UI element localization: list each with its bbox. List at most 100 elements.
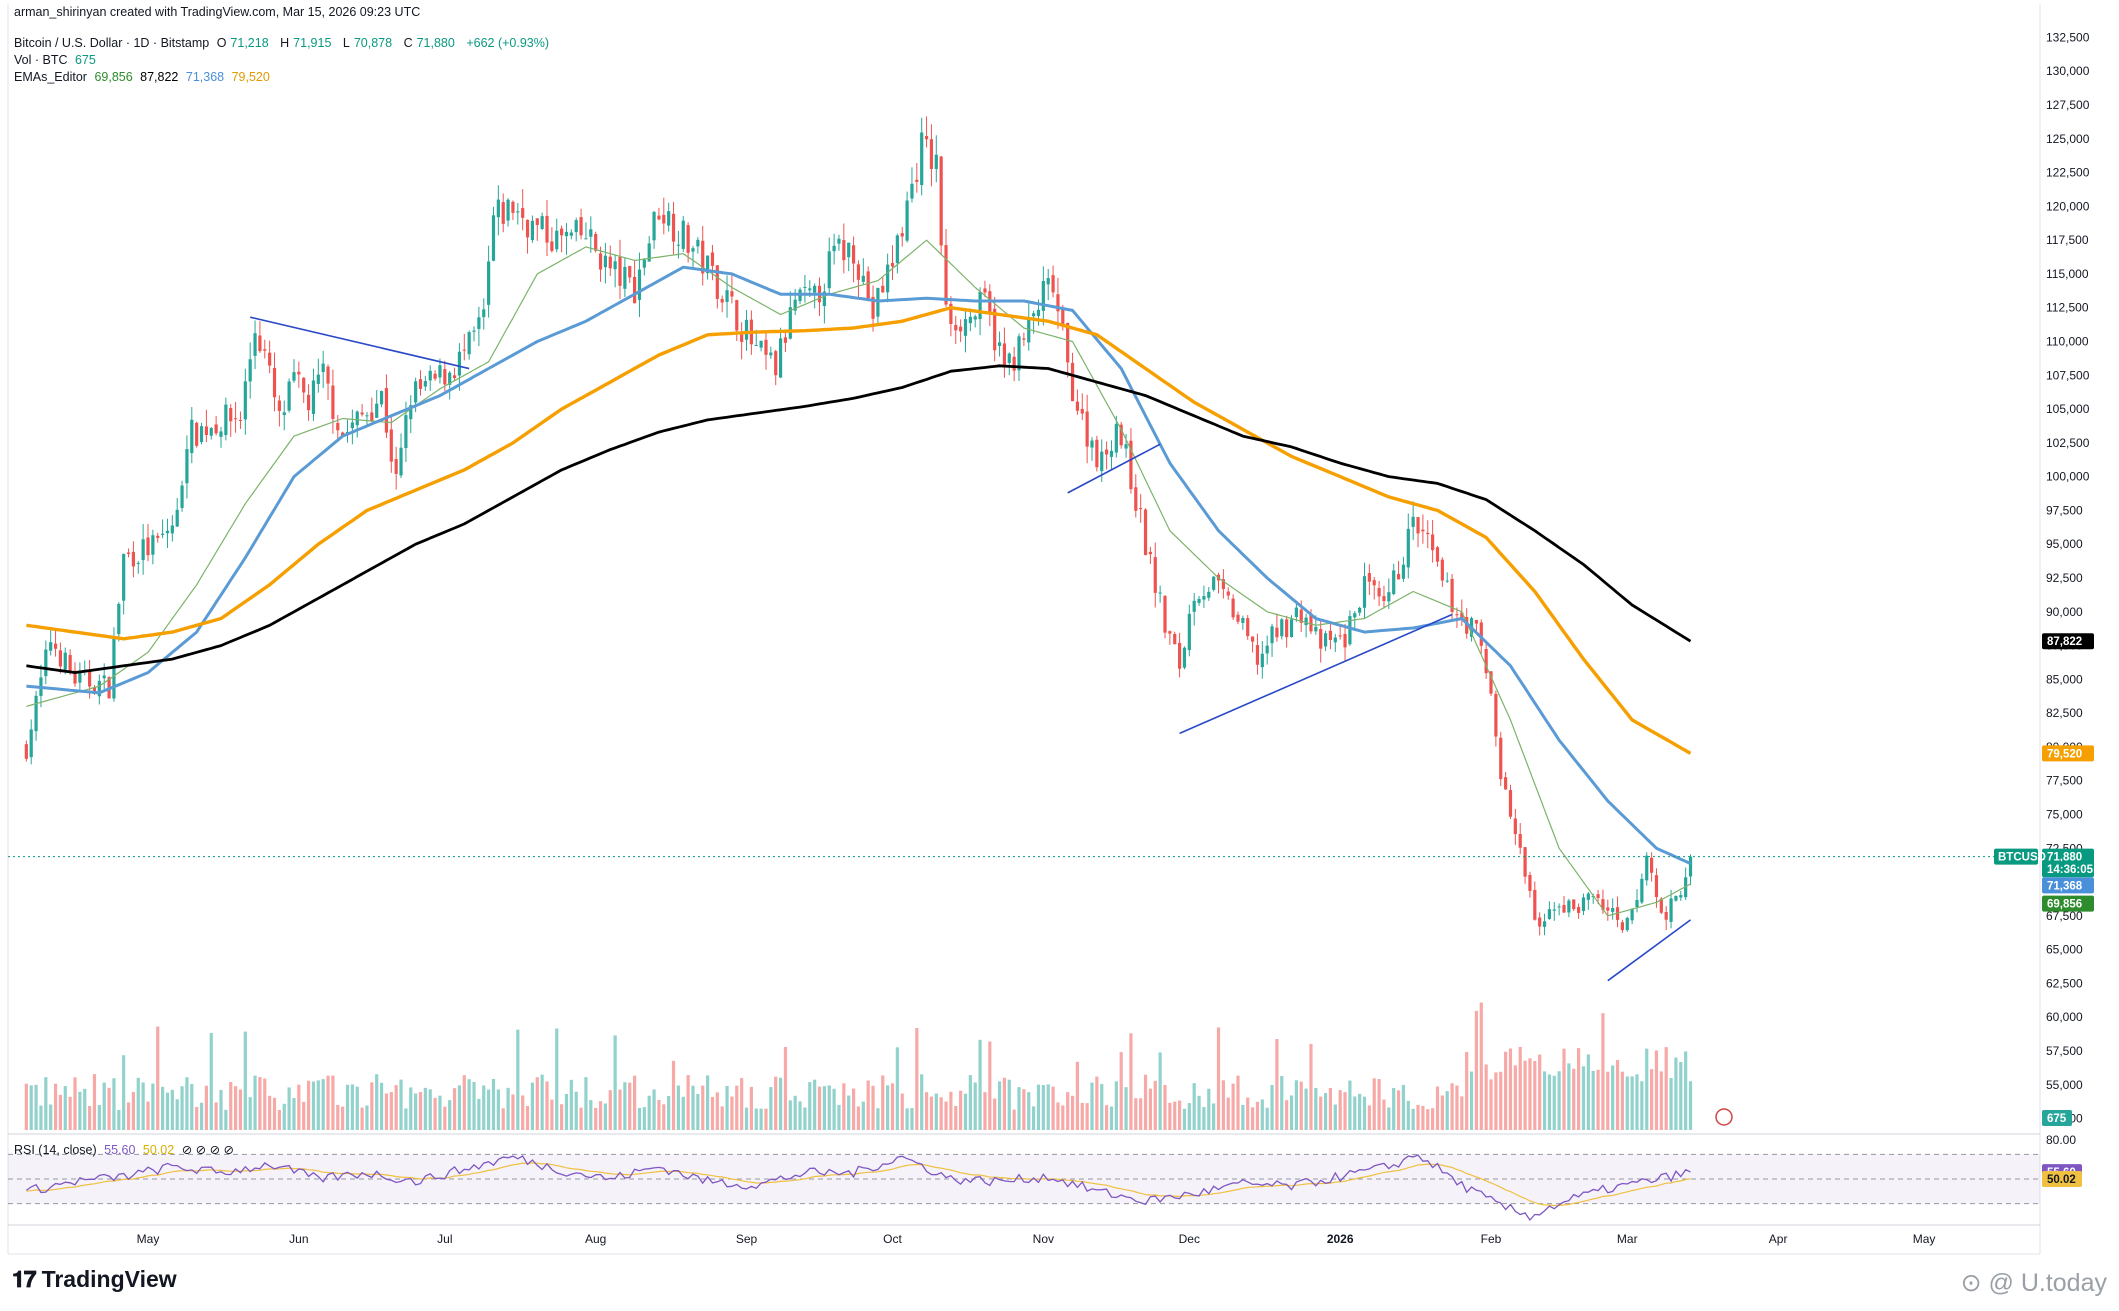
volume-bar — [1630, 1076, 1634, 1130]
volume-bar — [1440, 1095, 1444, 1130]
volume-bar — [1645, 1048, 1649, 1130]
candle-body — [180, 485, 184, 508]
volume-bar — [1289, 1095, 1294, 1130]
volume-bar — [1153, 1080, 1157, 1130]
candle-body — [1649, 857, 1654, 873]
volume-bar — [341, 1106, 345, 1130]
volume-bar — [564, 1093, 569, 1130]
candle-body — [88, 670, 92, 687]
candle-body — [1041, 280, 1045, 311]
candle-body — [306, 394, 311, 411]
volume-bar — [1241, 1104, 1245, 1130]
volume-bar — [136, 1077, 140, 1130]
candle-body — [365, 415, 369, 417]
candle-body — [701, 240, 705, 274]
volume-bar — [637, 1108, 642, 1130]
volume-bar — [102, 1082, 106, 1130]
tradingview-logo[interactable]: 𝟏𝟕 TradingView — [12, 1266, 177, 1292]
volume-bar — [360, 1107, 364, 1130]
candle-body — [1095, 439, 1099, 468]
volume-bar — [253, 1075, 257, 1130]
candle-body — [579, 217, 583, 236]
candle-body — [350, 422, 354, 429]
candle-body — [866, 271, 870, 301]
volume-bar — [929, 1096, 934, 1130]
volume-bar — [1090, 1082, 1094, 1130]
volume-bar — [1328, 1087, 1333, 1130]
candle-body — [472, 330, 476, 332]
candle-body — [136, 562, 140, 564]
volume-bar — [1654, 1050, 1659, 1130]
volume-bar — [63, 1086, 67, 1130]
volume-value: 675 — [74, 53, 96, 67]
price-tick: 105,000 — [2046, 402, 2090, 416]
volume-bar — [156, 1026, 160, 1130]
candle-body — [783, 337, 788, 343]
candle-body — [151, 535, 155, 555]
volume-bar — [861, 1101, 865, 1130]
candle-body — [209, 428, 213, 436]
volume-bar — [851, 1088, 856, 1130]
candle-body — [1372, 580, 1376, 586]
candle-body — [482, 309, 486, 318]
volume-bar — [1348, 1080, 1352, 1130]
candle-body — [861, 275, 865, 282]
volume-bar — [1538, 1054, 1542, 1130]
candle-body — [574, 220, 578, 233]
volume-bar — [939, 1097, 943, 1130]
volume-bar — [1041, 1085, 1045, 1130]
price-tick: 130,000 — [2046, 64, 2090, 78]
volume-bar — [1392, 1087, 1396, 1130]
volume-bar — [370, 1082, 374, 1130]
volume-bar — [920, 1074, 924, 1130]
candle-body — [535, 218, 539, 225]
volume-bar — [1168, 1102, 1172, 1130]
candle-body — [671, 213, 676, 242]
volume-bar — [1114, 1081, 1118, 1130]
volume-bar — [379, 1082, 384, 1130]
volume-bar — [798, 1101, 802, 1130]
candle-body — [1207, 591, 1211, 598]
price-tick: 75,000 — [2046, 807, 2083, 821]
price-tick: 122,500 — [2046, 166, 2090, 180]
candle-body — [730, 291, 734, 297]
volume-bar — [895, 1047, 899, 1130]
volume-bar — [292, 1098, 296, 1130]
volume-bar — [355, 1086, 359, 1130]
volume-bar — [1285, 1100, 1289, 1130]
candle-body — [1679, 895, 1683, 898]
volume-bar — [1124, 1087, 1128, 1130]
volume-bar — [224, 1109, 228, 1130]
candle-body — [1163, 595, 1167, 633]
price-tick: 82,500 — [2046, 706, 2083, 720]
volume-bar — [97, 1105, 101, 1130]
volume-bar — [628, 1082, 632, 1130]
candle-body — [613, 261, 617, 270]
price-tick: 62,500 — [2046, 976, 2083, 990]
volume-bar — [1207, 1088, 1211, 1130]
candle-body — [1148, 551, 1152, 555]
volume-bar — [1523, 1060, 1527, 1130]
candle-body — [462, 349, 466, 351]
volume-bar — [1664, 1047, 1668, 1130]
candle-body — [292, 372, 296, 381]
volume-bar — [1528, 1058, 1532, 1130]
candle-body — [302, 377, 306, 393]
volume-bar — [1051, 1086, 1055, 1130]
volume-bar — [73, 1077, 77, 1130]
volume-bar — [1314, 1087, 1318, 1130]
time-tick: 2026 — [1327, 1232, 1354, 1246]
candle-body — [102, 675, 106, 679]
price-tick: 100,000 — [2046, 470, 2090, 484]
volume-bar — [890, 1083, 895, 1130]
volume-bar — [1095, 1076, 1099, 1130]
volume-bar — [1231, 1083, 1235, 1130]
candle-body — [1596, 894, 1600, 898]
candle-body — [258, 335, 262, 352]
volume-bar — [817, 1086, 822, 1130]
candle-body — [1401, 564, 1406, 579]
volume-bar — [1192, 1083, 1196, 1130]
candle-body — [1567, 900, 1571, 913]
candle-body — [1246, 618, 1250, 637]
